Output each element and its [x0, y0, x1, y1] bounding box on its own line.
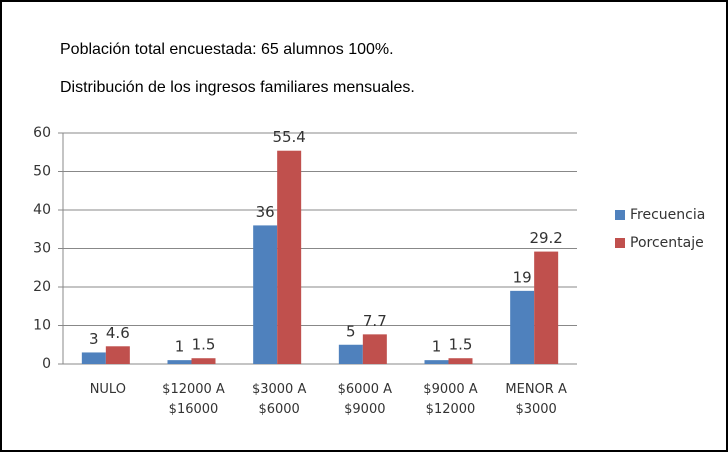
bar [510, 290, 535, 364]
y-tick-label: 0 [42, 356, 51, 372]
legend-label: Frecuencia [630, 207, 705, 223]
data-label: 36 [256, 203, 275, 221]
y-tick-label: 20 [33, 279, 51, 295]
x-tick-label: NULO [89, 382, 126, 397]
bar [338, 344, 363, 364]
x-tick-label: MENOR A $3000 [505, 382, 567, 417]
chart-subtitle: Distribución de los ingresos familiares … [60, 79, 415, 96]
x-tick-label: $3000 A $6000 [251, 382, 307, 417]
data-label: 7.7 [363, 312, 387, 330]
data-label: 1.5 [192, 336, 216, 354]
x-tick-label: $6000 A $9000 [337, 382, 393, 417]
bar [191, 358, 216, 364]
y-tick-label: 30 [33, 241, 51, 257]
data-label: 3 [89, 330, 99, 348]
bar [81, 352, 106, 364]
data-label: 19 [513, 268, 532, 286]
data-label: 1 [432, 338, 442, 356]
bar [448, 358, 473, 364]
chart-title: Población total encuestada: 65 alumnos 1… [60, 41, 394, 58]
legend-label: Porcentaje [630, 235, 704, 251]
bar [277, 150, 302, 364]
data-label: 29.2 [529, 229, 562, 247]
bar [362, 334, 387, 364]
data-label: 4.6 [106, 324, 130, 342]
y-tick-label: 10 [33, 318, 51, 334]
bar [167, 360, 192, 364]
data-label: 1 [175, 338, 185, 356]
data-label: 55.4 [272, 128, 305, 146]
bar [253, 225, 278, 364]
x-tick-label: $9000 A $12000 [423, 382, 478, 417]
legend-swatch [615, 210, 625, 220]
data-label: 5 [346, 322, 356, 340]
y-tick-label: 60 [33, 125, 51, 141]
bar [105, 346, 130, 364]
bar [534, 251, 559, 364]
x-tick-label: $12000 A $16000 [162, 382, 225, 417]
bar [424, 360, 449, 364]
legend-swatch [615, 238, 625, 248]
data-label: 1.5 [449, 336, 473, 354]
y-tick-label: 50 [33, 164, 51, 180]
y-tick-label: 40 [33, 202, 51, 218]
